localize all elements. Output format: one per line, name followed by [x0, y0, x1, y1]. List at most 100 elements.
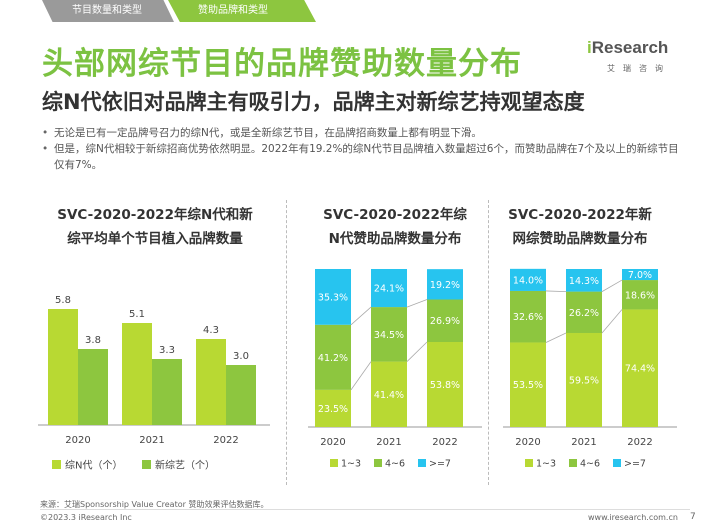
- connector-line: [406, 341, 428, 362]
- chart1-grouped-bar: 5.8 3.8 2020 5.1 3.3 2021 4.3 3.0 2022 综N代（个） 新综艺（…: [38, 295, 270, 472]
- legend-swatch: [330, 459, 338, 467]
- legend-swatch: [142, 460, 151, 469]
- connector-line: [545, 332, 567, 343]
- data-label: 53.5%: [513, 380, 543, 391]
- legend-swatch: [569, 459, 577, 467]
- legend-label: 1~3: [536, 459, 556, 470]
- bar-segment: [566, 291, 602, 333]
- page-number: 7: [690, 512, 696, 522]
- footer-url[interactable]: www.iresearch.com.cn: [588, 513, 678, 522]
- data-label: 34.5%: [374, 330, 404, 341]
- data-label: 14.0%: [513, 275, 543, 286]
- bar-segment: [566, 332, 602, 427]
- data-label: 14.3%: [569, 276, 599, 287]
- data-label: 35.3%: [318, 292, 348, 303]
- data-label: 7.0%: [628, 270, 652, 281]
- x-tick-label: 2022: [213, 435, 238, 446]
- x-tick-label: 2021: [376, 437, 401, 448]
- chart2-title-line: N代赞助品牌数量分布: [328, 231, 462, 247]
- chart-divider: [286, 200, 287, 485]
- bar-segment: [622, 269, 658, 281]
- data-label: 74.4%: [625, 364, 655, 375]
- chart3-title-line: SVC-2020-2022年新: [508, 207, 652, 223]
- bar-segment: [622, 280, 658, 310]
- connector-line: [601, 309, 623, 334]
- chart-divider: [488, 200, 489, 485]
- source-note: 来源：艾瑞Sponsorship Value Creator 赞助效果评估数据库…: [40, 500, 269, 509]
- chart1-title: SVC-2020-2022年综N代和新 综平均单个节目植入品牌数量: [50, 203, 260, 251]
- bar-segment: [427, 341, 463, 427]
- x-tick-label: 2021: [139, 435, 164, 446]
- data-label: 26.2%: [569, 308, 599, 319]
- logo-i: i: [587, 38, 592, 57]
- legend-swatch: [374, 459, 382, 467]
- logo-research: Research: [591, 38, 669, 57]
- tab-sponsor-brands[interactable]: 赞助品牌和类型: [168, 0, 316, 22]
- bullet-item: 但是，综N代相较于新综招商优势依然明显。2022年有19.2%的综N代节目品牌植…: [40, 141, 680, 173]
- connector-line: [406, 299, 428, 308]
- logo-subtitle: 艾瑞咨询: [607, 64, 671, 73]
- x-tick-label: 2022: [627, 437, 652, 448]
- x-tick-label: 2020: [65, 435, 90, 446]
- legend-label: >=7: [429, 459, 451, 470]
- bar-segment: [315, 324, 351, 390]
- data-label: 5.8: [55, 295, 71, 306]
- chart2-title-line: SVC-2020-2022年综: [323, 207, 467, 223]
- bullet-item: 无论是已有一定品牌号召力的综N代，或是全新综艺节目，在品牌招商数量上都有明显下滑…: [40, 125, 680, 141]
- bar-segment: [371, 269, 407, 308]
- data-label: 53.8%: [430, 380, 460, 391]
- data-label: 23.5%: [318, 404, 348, 415]
- bar: [48, 309, 78, 425]
- section-tabs: 节目数量和类型 赞助品牌和类型: [42, 0, 316, 22]
- legend-label: 新综艺（个）: [155, 459, 215, 472]
- tab-program-count[interactable]: 节目数量和类型: [42, 0, 174, 22]
- bar-segment: [510, 342, 546, 427]
- x-tick-label: 2020: [320, 437, 345, 448]
- bar: [152, 359, 182, 425]
- legend-label: >=7: [624, 459, 646, 470]
- legend-label: 4~6: [385, 459, 405, 470]
- chart2-stacked-bar: 23.5% 41.2% 35.3% 2020 41.4% 34.5% 24.1% 2021 53…: [308, 269, 482, 470]
- data-label: 24.1%: [374, 284, 404, 295]
- bar-segment: [510, 268, 546, 291]
- bar: [78, 349, 108, 425]
- bar-segment: [427, 269, 463, 300]
- legend-label: 4~6: [580, 459, 600, 470]
- data-label: 4.3: [203, 325, 219, 336]
- data-label: 26.9%: [430, 316, 460, 327]
- page-subtitle: 综N代依旧对品牌主有吸引力，品牌主对新综艺持观望态度: [42, 90, 585, 114]
- bar-segment: [371, 361, 407, 427]
- connector-line: [350, 361, 372, 391]
- data-label: 18.6%: [625, 290, 655, 301]
- iresearch-logo: iResearch 艾瑞咨询: [587, 38, 677, 80]
- x-tick-label: 2020: [515, 437, 540, 448]
- bar-segment: [622, 309, 658, 427]
- chart3-title: SVC-2020-2022年新 网综赞助品牌数量分布: [490, 203, 670, 251]
- bar-segment: [371, 307, 407, 362]
- bar: [196, 339, 226, 425]
- x-tick-label: 2021: [571, 437, 596, 448]
- connector-line: [545, 290, 567, 292]
- legend-swatch: [613, 459, 621, 467]
- bar: [226, 365, 256, 425]
- connector-line: [601, 279, 623, 292]
- connector-line: [350, 306, 372, 326]
- page-title: 头部网综节目的品牌赞助数量分布: [42, 46, 522, 82]
- bullet-list: 无论是已有一定品牌号召力的综N代，或是全新综艺节目，在品牌招商数量上都有明显下滑…: [40, 125, 680, 173]
- chart2-title: SVC-2020-2022年综 N代赞助品牌数量分布: [305, 203, 485, 251]
- data-label: 3.0: [233, 351, 249, 362]
- legend-label: 综N代（个）: [65, 459, 122, 472]
- legend-swatch: [525, 459, 533, 467]
- data-label: 41.2%: [318, 353, 348, 364]
- copyright: ©2023.3 iResearch Inc: [40, 513, 132, 522]
- chart1-title-line: SVC-2020-2022年综N代和新: [57, 207, 253, 223]
- bar-segment: [566, 269, 602, 292]
- data-label: 19.2%: [430, 280, 460, 291]
- data-label: 3.3: [159, 345, 175, 356]
- legend-label: 1~3: [341, 459, 361, 470]
- bar-segment: [427, 299, 463, 342]
- data-label: 32.6%: [513, 312, 543, 323]
- chart1-title-line: 综平均单个节目植入品牌数量: [67, 231, 243, 247]
- legend-swatch: [52, 460, 61, 469]
- chart3-stacked-bar: 53.5% 32.6% 14.0% 2020 59.5% 26.2% 14.3% 2021 74…: [503, 268, 677, 470]
